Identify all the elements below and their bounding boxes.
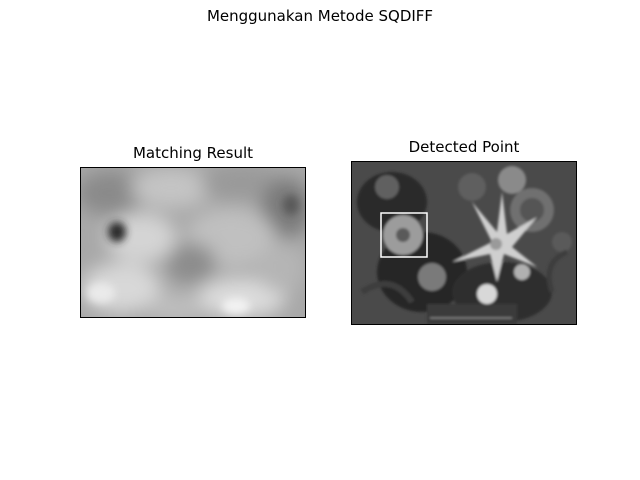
matching-result-title: Matching Result	[132, 144, 254, 162]
detected-region-box	[380, 212, 428, 258]
matching-result-heatmap	[81, 168, 305, 317]
figure-suptitle: Menggunakan Metode SQDIFF	[206, 7, 434, 25]
matching-result-axes	[80, 167, 306, 318]
detected-point-axes	[351, 161, 577, 325]
detected-point-title: Detected Point	[408, 138, 520, 156]
detected-point-image	[352, 162, 576, 324]
